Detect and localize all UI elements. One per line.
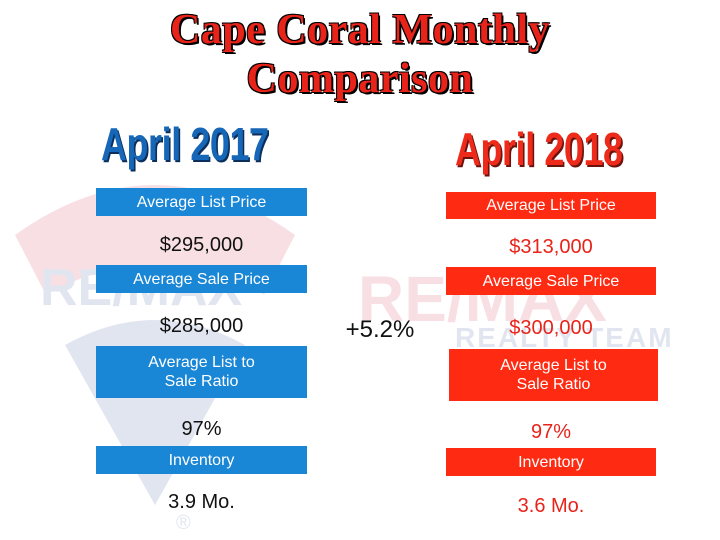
left-avg-sale-price-value: $285,000 [159, 315, 244, 337]
page-title-line2: Comparison [246, 56, 474, 102]
left-avg-list-price-label: Average List Price [96, 188, 307, 216]
right-avg-sale-price-label: Average Sale Price [446, 267, 656, 295]
right-inventory-label: Inventory [446, 448, 656, 476]
left-year-heading: April 2017 [101, 118, 269, 170]
watermark-team: REALTY TEAM [455, 322, 674, 353]
left-list-to-sale-ratio-text: Average List to Sale Ratio [148, 354, 255, 390]
left-list-to-sale-ratio-label: Average List to Sale Ratio [96, 346, 307, 398]
left-avg-sale-price-label: Average Sale Price [96, 265, 307, 293]
right-list-to-sale-ratio-value: 97% [530, 421, 572, 443]
right-avg-list-price-value: $313,000 [509, 236, 593, 258]
right-avg-sale-price-value: $300,000 [509, 317, 593, 339]
change-percentage: +5.2% [345, 316, 415, 343]
right-year-heading: April 2018 [455, 123, 623, 175]
watermark-registered-mark: ® [176, 512, 191, 534]
left-avg-list-price-value: $295,000 [159, 234, 244, 256]
right-inventory-value: 3.6 Mo. [517, 495, 585, 517]
right-list-to-sale-ratio-label: Average List to Sale Ratio [449, 349, 658, 401]
right-avg-list-price-label: Average List Price [446, 192, 656, 219]
left-list-to-sale-ratio-value: 97% [181, 418, 222, 440]
page-title-line1: Cape Coral Monthly [170, 7, 550, 53]
left-inventory-value: 3.9 Mo. [168, 491, 235, 513]
left-inventory-label: Inventory [96, 446, 307, 474]
right-list-to-sale-ratio-text: Average List to Sale Ratio [500, 357, 607, 393]
